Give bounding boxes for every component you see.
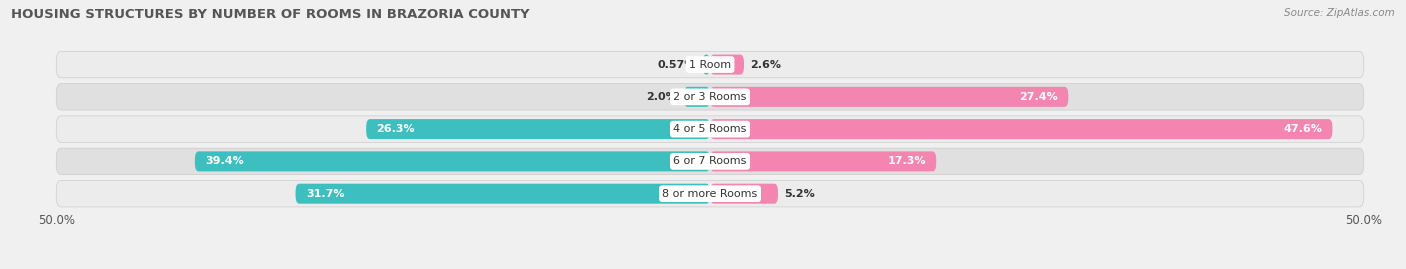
Text: 17.3%: 17.3% bbox=[887, 156, 925, 167]
FancyBboxPatch shape bbox=[683, 87, 710, 107]
Text: 2.0%: 2.0% bbox=[647, 92, 678, 102]
FancyBboxPatch shape bbox=[56, 84, 1364, 110]
Text: 8 or more Rooms: 8 or more Rooms bbox=[662, 189, 758, 199]
Text: 47.6%: 47.6% bbox=[1284, 124, 1322, 134]
Text: 5.2%: 5.2% bbox=[785, 189, 815, 199]
Text: 2.6%: 2.6% bbox=[751, 59, 782, 70]
FancyBboxPatch shape bbox=[366, 119, 710, 139]
Text: 39.4%: 39.4% bbox=[205, 156, 245, 167]
Text: 1 Room: 1 Room bbox=[689, 59, 731, 70]
FancyBboxPatch shape bbox=[710, 119, 1333, 139]
FancyBboxPatch shape bbox=[703, 55, 710, 75]
FancyBboxPatch shape bbox=[56, 51, 1364, 78]
FancyBboxPatch shape bbox=[195, 151, 710, 171]
Text: HOUSING STRUCTURES BY NUMBER OF ROOMS IN BRAZORIA COUNTY: HOUSING STRUCTURES BY NUMBER OF ROOMS IN… bbox=[11, 8, 530, 21]
Text: 0.57%: 0.57% bbox=[658, 59, 696, 70]
FancyBboxPatch shape bbox=[56, 180, 1364, 207]
Text: 4 or 5 Rooms: 4 or 5 Rooms bbox=[673, 124, 747, 134]
Text: 31.7%: 31.7% bbox=[307, 189, 344, 199]
FancyBboxPatch shape bbox=[710, 87, 1069, 107]
FancyBboxPatch shape bbox=[710, 184, 778, 204]
Text: 26.3%: 26.3% bbox=[377, 124, 415, 134]
FancyBboxPatch shape bbox=[56, 148, 1364, 175]
Text: 27.4%: 27.4% bbox=[1019, 92, 1057, 102]
Text: 6 or 7 Rooms: 6 or 7 Rooms bbox=[673, 156, 747, 167]
Text: Source: ZipAtlas.com: Source: ZipAtlas.com bbox=[1284, 8, 1395, 18]
FancyBboxPatch shape bbox=[710, 55, 744, 75]
FancyBboxPatch shape bbox=[56, 116, 1364, 142]
Text: 2 or 3 Rooms: 2 or 3 Rooms bbox=[673, 92, 747, 102]
FancyBboxPatch shape bbox=[295, 184, 710, 204]
FancyBboxPatch shape bbox=[710, 151, 936, 171]
